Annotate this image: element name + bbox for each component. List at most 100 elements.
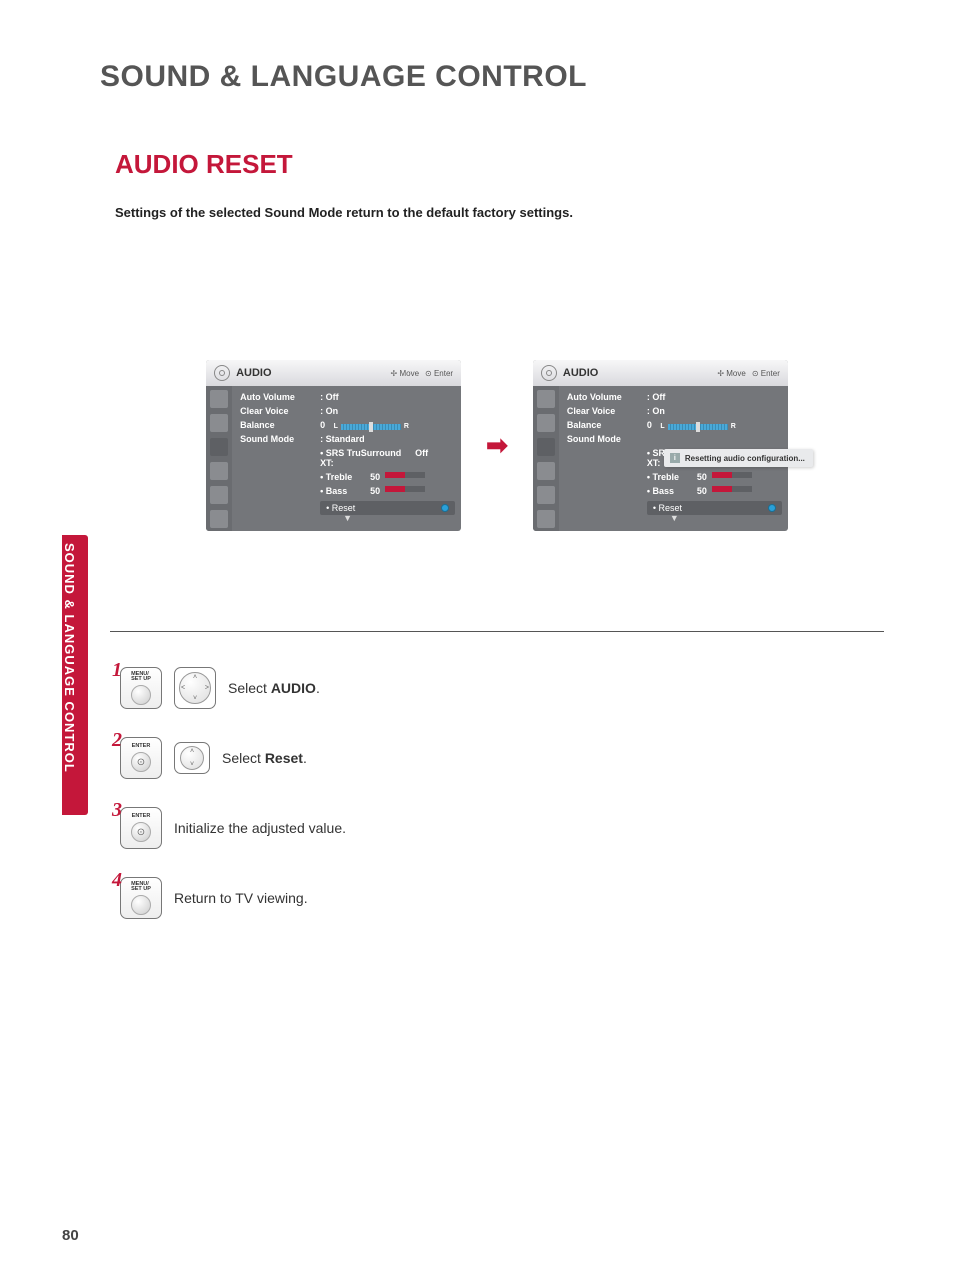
side-icon (210, 510, 228, 528)
enter-dot-icon (768, 504, 776, 512)
chevron-left-icon: ˂ (181, 685, 185, 692)
menu-row-clear-voice[interactable]: Clear Voice : On (567, 404, 782, 418)
label: • Treble (647, 472, 697, 482)
label: Balance (567, 420, 647, 430)
value: 50 (697, 486, 707, 496)
text: . (303, 750, 307, 766)
label: Sound Mode (240, 434, 320, 444)
chevron-up-icon: ˄ (193, 674, 197, 681)
menu-items: Auto Volume : Off Clear Voice : On Balan… (232, 386, 461, 531)
reset-label: • Reset (326, 503, 355, 513)
page-title: SOUND & LANGUAGE CONTROL (100, 60, 894, 94)
page-number: 80 (62, 1227, 79, 1244)
section-description: Settings of the selected Sound Mode retu… (115, 205, 894, 220)
reset-label: • Reset (653, 503, 682, 513)
menu-sub-srs[interactable]: • SRS TruSurround XT: Off (240, 446, 455, 470)
menu-row-clear-voice[interactable]: Clear Voice : On (240, 404, 455, 418)
steps-list: 1 MENU/SET UP ˄ ˅ ˂ ˃ Select AUDIO. 2 EN… (120, 667, 894, 919)
side-icon-active (537, 438, 555, 456)
arrow-right-icon: ➡ (486, 430, 508, 461)
button-label: ENTER (132, 814, 151, 820)
step-4: 4 MENU/SET UP Return to TV viewing. (120, 877, 894, 919)
enter-button[interactable]: ENTER (120, 737, 162, 779)
side-icon (210, 462, 228, 480)
step-3: 3 ENTER Initialize the adjusted value. (120, 807, 894, 849)
button-label: MENU/SET UP (131, 672, 151, 683)
step-text: Initialize the adjusted value. (174, 820, 346, 836)
label: Balance (240, 420, 320, 430)
chevron-up-icon: ˄ (190, 748, 194, 755)
step-number: 4 (112, 869, 122, 892)
menu-header-title: AUDIO (563, 367, 598, 379)
menu-setup-button[interactable]: MENU/SET UP (120, 877, 162, 919)
menu-row-balance[interactable]: Balance 0 L R (240, 418, 455, 432)
chevron-down-icon: ˅ (193, 695, 197, 702)
value: : Standard (320, 434, 365, 444)
text-bold: AUDIO (271, 680, 316, 696)
chevron-down-icon: ▼ (567, 513, 782, 523)
speaker-icon (541, 365, 557, 381)
balance-value: 0 (647, 420, 652, 430)
label: Auto Volume (240, 392, 320, 402)
side-icon (537, 510, 555, 528)
balance-slider: L R (334, 423, 409, 430)
side-icon (210, 390, 228, 408)
step-2: 2 ENTER ˄ ˅ Select Reset. (120, 737, 894, 779)
side-icon (210, 414, 228, 432)
audio-menu-after: AUDIO ✢ Move ⊙ Enter Au (533, 360, 788, 531)
value: 50 (697, 472, 707, 482)
side-icon-active (210, 438, 228, 456)
value: : On (647, 406, 665, 416)
step-1: 1 MENU/SET UP ˄ ˅ ˂ ˃ Select AUDIO. (120, 667, 894, 709)
step-number: 2 (112, 729, 122, 752)
menu-header-hints: ✢ Move ⊙ Enter (391, 369, 454, 378)
dpad-vertical-button[interactable]: ˄ ˅ (174, 742, 210, 774)
enter-button[interactable]: ENTER (120, 807, 162, 849)
menu-items: Auto Volume : Off Clear Voice : On Balan… (559, 386, 788, 531)
value: : Off (647, 392, 666, 402)
menu-row-auto-volume[interactable]: Auto Volume : Off (567, 390, 782, 404)
menu-row-auto-volume[interactable]: Auto Volume : Off (240, 390, 455, 404)
button-label: MENU/SET UP (131, 882, 151, 893)
side-icon (537, 390, 555, 408)
page-content: SOUND & LANGUAGE CONTROL AUDIO RESET Set… (0, 0, 954, 919)
menu-row-sound-mode[interactable]: Sound Mode : Standard (240, 432, 455, 446)
value: 50 (370, 486, 380, 496)
label: Clear Voice (567, 406, 647, 416)
text-bold: Reset (265, 750, 303, 766)
menu-setup-button[interactable]: MENU/SET UP (120, 667, 162, 709)
value: Off (415, 448, 428, 468)
level-bar (385, 472, 425, 478)
menu-sub-treble[interactable]: • Treble 50 (240, 470, 455, 484)
level-bar (712, 472, 752, 478)
speaker-icon (214, 365, 230, 381)
balance-value: 0 (320, 420, 325, 430)
label: Sound Mode (567, 434, 647, 444)
text: . (316, 680, 320, 696)
hint-move: Move (726, 369, 746, 378)
side-icon (210, 486, 228, 504)
text: Select (222, 750, 265, 766)
menu-sub-treble[interactable]: • Treble 50 (567, 470, 782, 484)
popup-text: Resetting audio configuration... (685, 454, 805, 463)
label: • Bass (647, 486, 697, 496)
hint-enter: Enter (434, 369, 453, 378)
section-title: AUDIO RESET (115, 149, 894, 180)
value: 50 (370, 472, 380, 482)
menu-row-balance[interactable]: Balance 0 L R (567, 418, 782, 432)
menu-sub-bass[interactable]: • Bass 50 (567, 484, 782, 498)
chevron-down-icon: ˅ (190, 761, 194, 768)
enter-dot-icon (441, 504, 449, 512)
value: : On (320, 406, 338, 416)
reset-popup: i Resetting audio configuration... (664, 449, 813, 467)
menu-comparison-row: AUDIO ✢ Move ⊙ Enter Au (100, 360, 894, 531)
menu-row-sound-mode[interactable]: Sound Mode (567, 432, 782, 446)
side-icon (537, 462, 555, 480)
label: • Treble (320, 472, 370, 482)
label: Clear Voice (240, 406, 320, 416)
side-icon (537, 414, 555, 432)
menu-sub-bass[interactable]: • Bass 50 (240, 484, 455, 498)
chevron-down-icon: ▼ (240, 513, 455, 523)
step-text: Select Reset. (222, 750, 307, 766)
dpad-button[interactable]: ˄ ˅ ˂ ˃ (174, 667, 216, 709)
